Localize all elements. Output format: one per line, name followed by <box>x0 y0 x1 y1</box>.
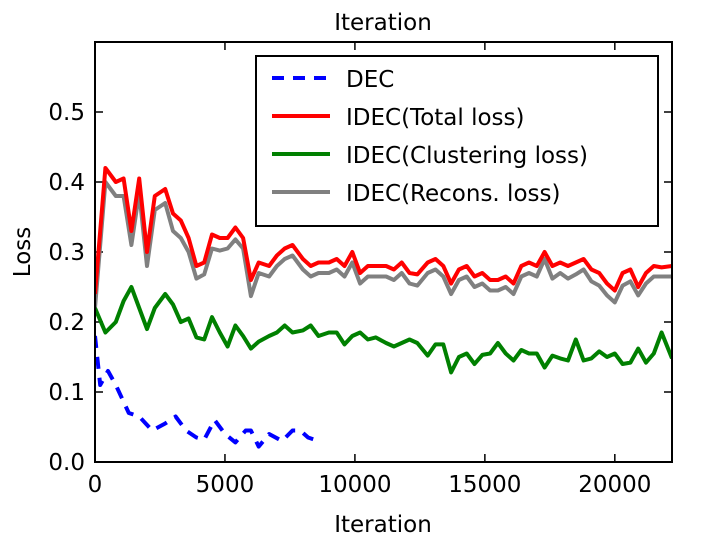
x-tick-label: 10000 <box>318 472 391 498</box>
legend-label: IDEC(Total loss) <box>346 105 525 131</box>
legend-label: IDEC(Recons. loss) <box>346 181 560 207</box>
series-line-2 <box>95 285 672 375</box>
y-tick-label: 0.3 <box>48 240 85 266</box>
y-tick-label: 0.4 <box>48 170 85 196</box>
series-line-3 <box>95 180 672 309</box>
y-axis-label: Loss <box>10 227 36 277</box>
legend-label: DEC <box>346 67 394 93</box>
series-line-1 <box>95 166 672 295</box>
legend-label: IDEC(Clustering loss) <box>346 143 588 169</box>
x-tick-label: 0 <box>88 472 103 498</box>
x-axis-label: Iteration <box>334 512 432 538</box>
y-tick-label: 0.1 <box>48 380 85 406</box>
x-tick-label: 20000 <box>578 472 651 498</box>
legend: DEC IDEC(Total loss) IDEC(Clustering loss)… <box>255 55 659 227</box>
chart-title: Iteration <box>334 10 432 36</box>
y-tick-label: 0.2 <box>48 310 85 336</box>
series-line-0 <box>95 335 320 449</box>
x-tick-label: 15000 <box>448 472 521 498</box>
y-tick-label: 0.5 <box>48 100 85 126</box>
axis-ticks: 0 5000 10000 15000 20000 0.0 0.1 0.2 0.3 0.4 0.5 <box>48 42 672 498</box>
axes-frame <box>94 41 673 463</box>
x-tick-label: 5000 <box>196 472 255 498</box>
plot-area <box>95 166 672 449</box>
legend-box <box>255 55 659 227</box>
y-tick-label: 0.0 <box>48 450 85 476</box>
